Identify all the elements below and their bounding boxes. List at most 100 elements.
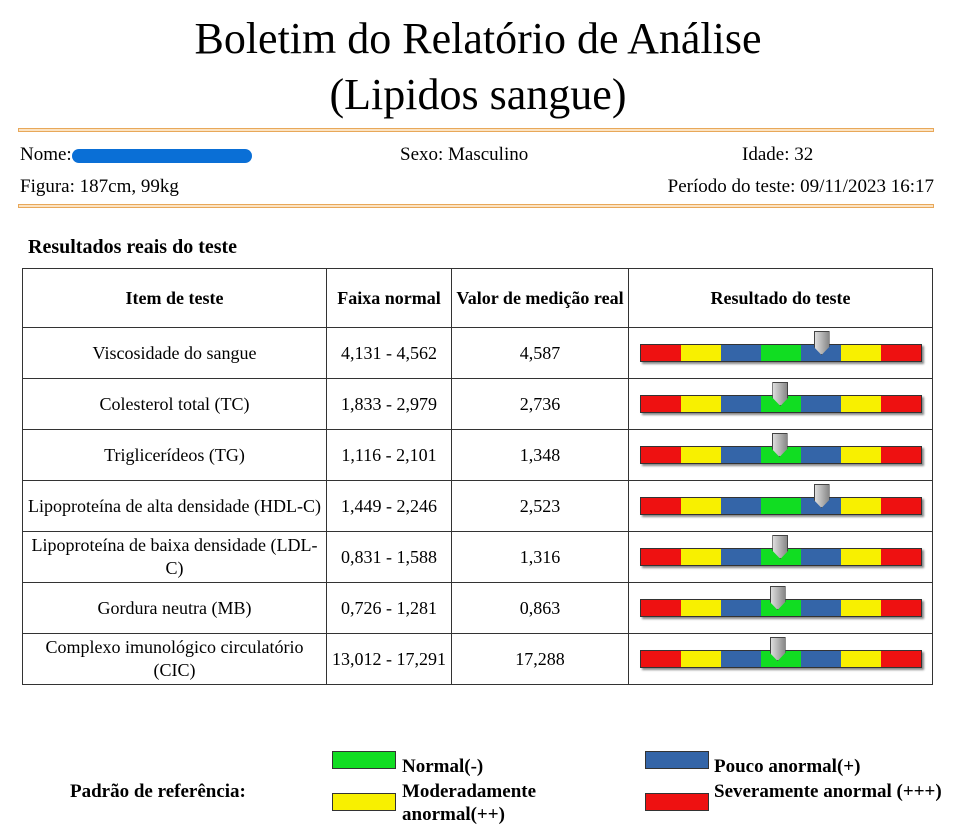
legend-swatch-normal (332, 751, 396, 769)
scale-segment-blue (800, 447, 841, 463)
table-row: Viscosidade do sangue 4,131 - 4,562 4,58… (22, 327, 933, 379)
scale-segment-red (640, 498, 681, 514)
scale-segment-red (640, 345, 681, 361)
result-scale-bar (639, 535, 922, 566)
result-marker-icon (772, 382, 789, 406)
measured-value: 17,288 (451, 633, 629, 685)
table-row: Colesterol total (TC) 1,833 - 2,979 2,73… (22, 378, 933, 430)
section-title: Resultados reais do teste (28, 236, 238, 258)
result-marker-icon (771, 433, 788, 457)
patient-sex: Sexo: Masculino (400, 144, 529, 165)
header-result: Resultado do teste (628, 268, 933, 328)
scale-segment-green (760, 600, 801, 616)
scale-segment-yellow (680, 600, 721, 616)
result-cell (628, 531, 933, 583)
scale-segment-blue (800, 651, 841, 667)
scale-segment-blue (720, 600, 761, 616)
measured-value: 2,736 (451, 378, 629, 430)
result-marker-icon (769, 586, 786, 610)
divider (18, 204, 934, 208)
legend-swatch-moderate (332, 793, 396, 811)
test-item: Complexo imunológico circulatório (CIC) (22, 633, 327, 685)
normal-range: 13,012 - 17,291 (326, 633, 452, 685)
result-scale-bar (639, 433, 922, 464)
redacted-name (71, 148, 252, 163)
result-marker-icon (769, 637, 786, 661)
scale-segment-red (880, 651, 921, 667)
table-row: Lipoproteína de alta densidade (HDL-C) 1… (22, 480, 933, 532)
result-cell (628, 378, 933, 430)
patient-age: Idade: 32 (742, 144, 814, 165)
scale-segment-red (880, 600, 921, 616)
result-scale-bar (639, 637, 922, 668)
result-cell (628, 429, 933, 481)
scale-segment-yellow (680, 345, 721, 361)
scale-segment-red (640, 600, 681, 616)
scale-segment-yellow (680, 447, 721, 463)
measured-value: 0,863 (451, 582, 629, 634)
scale-segment-blue (720, 498, 761, 514)
table-row: Complexo imunológico circulatório (CIC) … (22, 633, 933, 685)
scale-segment-green (760, 498, 801, 514)
scale-segment-green (760, 345, 801, 361)
scale-segment-yellow (680, 396, 721, 412)
scale-segment-yellow (840, 345, 881, 361)
result-scale-bar (639, 382, 922, 413)
result-cell (628, 582, 933, 634)
scale-segment-blue (720, 447, 761, 463)
scale-segment-green (760, 651, 801, 667)
scale-segment-yellow (840, 600, 881, 616)
normal-range: 1,449 - 2,246 (326, 480, 452, 532)
table-row: Lipoproteína de baixa densidade (LDL-C) … (22, 531, 933, 583)
result-marker-icon (772, 535, 789, 559)
scale-segment-yellow (840, 498, 881, 514)
scale-segment-red (640, 549, 681, 565)
result-scale-bar (639, 331, 922, 362)
result-scale-bar (639, 586, 922, 617)
results-table: Item de teste Faixa normal Valor de medi… (22, 268, 933, 685)
measured-value: 4,587 (451, 327, 629, 379)
scale-segment-red (880, 549, 921, 565)
scale-segment-red (640, 396, 681, 412)
normal-range: 0,726 - 1,281 (326, 582, 452, 634)
header-item: Item de teste (22, 268, 327, 328)
scale-segment-yellow (840, 396, 881, 412)
measured-value: 1,348 (451, 429, 629, 481)
normal-range: 1,833 - 2,979 (326, 378, 452, 430)
scale-segment-blue (800, 396, 841, 412)
test-item: Gordura neutra (MB) (22, 582, 327, 634)
patient-name: Nome: (20, 144, 252, 166)
legend-slight: Pouco anormal(+) (714, 756, 861, 777)
legend-swatch-slight (645, 751, 709, 769)
scale-segment-yellow (680, 498, 721, 514)
legend-normal: Normal(-) (402, 756, 484, 777)
result-marker-icon (813, 484, 830, 508)
scale-segment-yellow (680, 651, 721, 667)
result-cell (628, 327, 933, 379)
normal-range: 4,131 - 4,562 (326, 327, 452, 379)
scale-segment-red (880, 345, 921, 361)
scale-segment-blue (800, 549, 841, 565)
legend-severe: Severamente anormal (+++) (714, 781, 942, 802)
test-item: Lipoproteína de alta densidade (HDL-C) (22, 480, 327, 532)
legend-moderate: Moderadamente anormal(++) (402, 781, 537, 825)
measured-value: 1,316 (451, 531, 629, 583)
divider (18, 128, 934, 132)
scale-segment-yellow (840, 549, 881, 565)
report-title: Boletim do Relatório de Análise (194, 14, 762, 63)
test-period: Período do teste: 09/11/2023 16:17 (667, 176, 934, 197)
scale-segment-red (880, 447, 921, 463)
result-cell (628, 480, 933, 532)
test-item: Triglicerídeos (TG) (22, 429, 327, 481)
header-range: Faixa normal (326, 268, 452, 328)
table-row: Gordura neutra (MB) 0,726 - 1,281 0,863 (22, 582, 933, 634)
scale-segment-yellow (680, 549, 721, 565)
scale-segment-blue (720, 345, 761, 361)
legend-label: Padrão de referência: (70, 781, 246, 802)
report-subtitle: (Lipidos sangue) (329, 70, 627, 119)
scale-segment-yellow (840, 447, 881, 463)
result-marker-icon (813, 331, 830, 355)
measured-value: 2,523 (451, 480, 629, 532)
header-value: Valor de medição real (451, 268, 629, 328)
test-item: Colesterol total (TC) (22, 378, 327, 430)
